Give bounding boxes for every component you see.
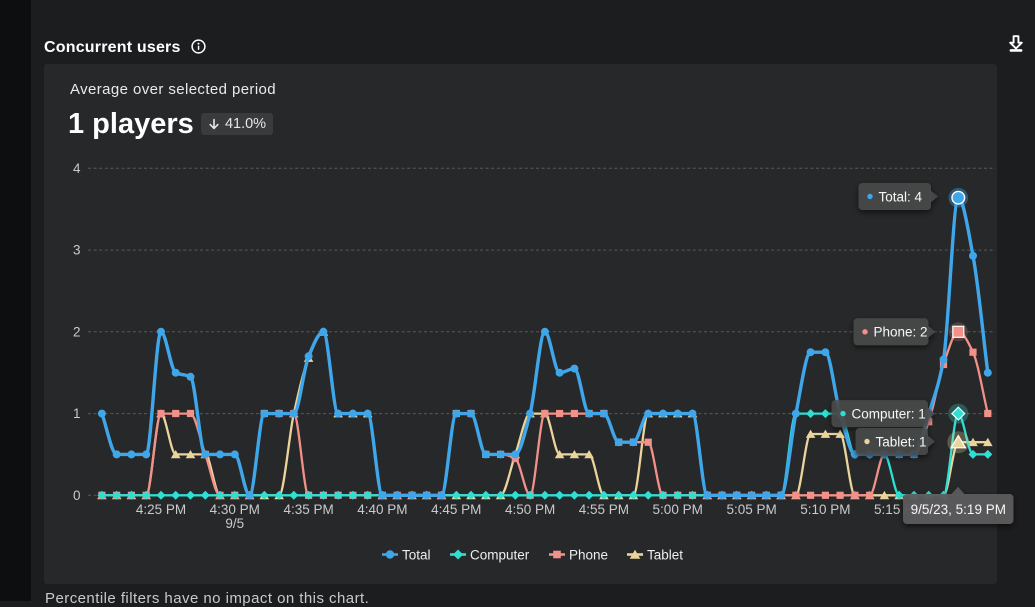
svg-text:4:55 PM: 4:55 PM	[579, 502, 629, 517]
svg-text:Total: Total	[402, 547, 431, 562]
svg-text:Tablet: 1: Tablet: 1	[876, 434, 927, 449]
svg-text:Phone: Phone	[569, 547, 608, 562]
svg-text:Computer: 1: Computer: 1	[852, 406, 926, 421]
svg-text:4:25 PM: 4:25 PM	[136, 502, 186, 517]
svg-text:9/5: 9/5	[225, 516, 244, 531]
svg-text:4:50 PM: 4:50 PM	[505, 502, 555, 517]
svg-text:5:05 PM: 5:05 PM	[726, 502, 776, 517]
svg-text:2: 2	[73, 324, 81, 339]
svg-text:4: 4	[73, 161, 81, 176]
svg-text:5:00 PM: 5:00 PM	[653, 502, 703, 517]
svg-text:Phone: 2: Phone: 2	[874, 325, 928, 340]
svg-text:5:10 PM: 5:10 PM	[800, 502, 850, 517]
svg-text:Total: 4: Total: 4	[879, 189, 923, 204]
svg-text:1: 1	[73, 406, 81, 421]
svg-text:0: 0	[73, 488, 81, 503]
svg-text:4:35 PM: 4:35 PM	[283, 502, 333, 517]
svg-text:3: 3	[73, 243, 81, 258]
svg-text:9/5/23, 5:19 PM: 9/5/23, 5:19 PM	[911, 502, 1006, 517]
svg-text:4:45 PM: 4:45 PM	[431, 502, 481, 517]
svg-text:Tablet: Tablet	[647, 547, 683, 562]
svg-text:4:30 PM: 4:30 PM	[210, 502, 260, 517]
svg-text:4:40 PM: 4:40 PM	[357, 502, 407, 517]
svg-text:Computer: Computer	[470, 547, 530, 562]
